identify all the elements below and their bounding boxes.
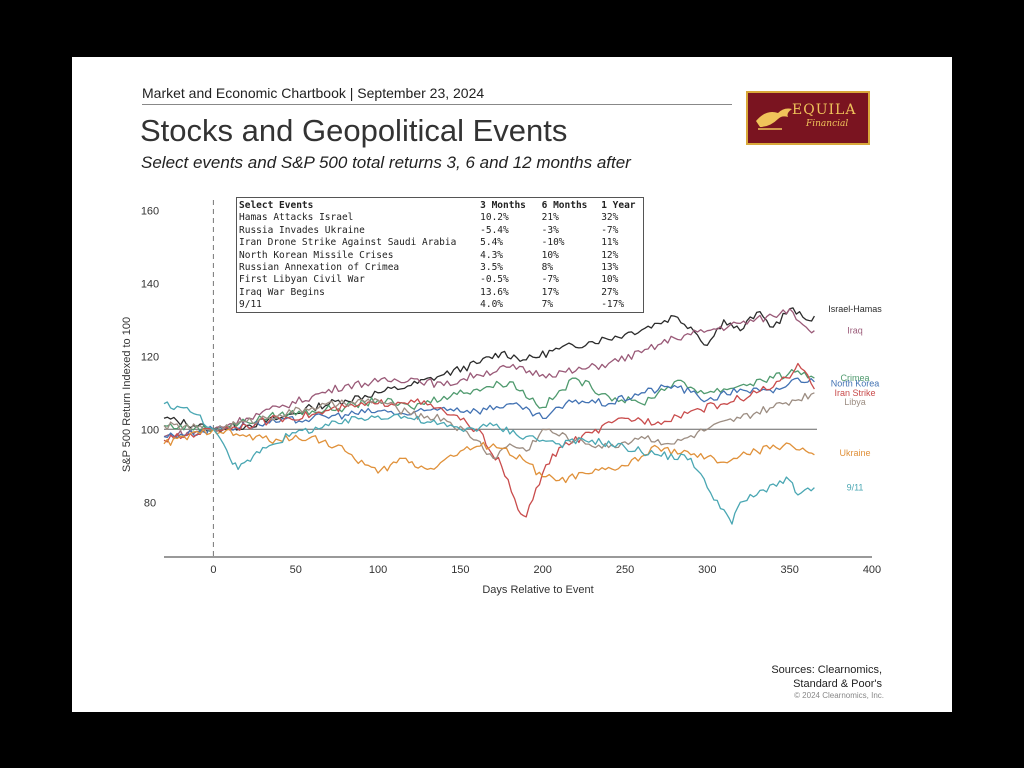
company-logo: EQUILA Financial <box>746 91 870 145</box>
table-row: Russia Invades Ukraine -5.4% -3% -7% <box>237 225 643 237</box>
table-header-1y: 1 Year <box>601 200 636 211</box>
return-1y-cell: 11% <box>601 237 619 249</box>
return-1y-cell: 10% <box>601 274 619 286</box>
page-subtitle: Select events and S&P 500 total returns … <box>141 153 631 172</box>
event-name-cell: North Korean Missile Crises <box>239 249 394 261</box>
return-1y-cell: 27% <box>601 286 619 298</box>
event-name-cell: Russia Invades Ukraine <box>239 224 365 236</box>
return-1y-cell: 32% <box>601 212 619 224</box>
series-line-israel-hamas <box>163 307 815 433</box>
table-row: North Korean Missile Crises 4.3% 10% 12% <box>237 250 643 262</box>
y-tick-label: 100 <box>141 424 159 436</box>
pegasus-icon <box>756 108 792 130</box>
return-1y-cell: 13% <box>601 262 619 274</box>
sources-line-1: Sources: Clearnomics, <box>771 664 882 676</box>
y-tick-label: 120 <box>141 351 159 363</box>
event-name-cell: First Libyan Civil War <box>239 274 365 286</box>
series-label: North Korea <box>831 379 880 389</box>
events-returns-table: Select Events 3 Months 6 Months 1 Year H… <box>236 197 644 313</box>
table-header-events: Select Events <box>239 200 314 211</box>
series-label: Iran Strike <box>834 388 875 398</box>
x-tick-label: 200 <box>534 564 552 576</box>
series-label: Crimea <box>840 373 869 383</box>
return-6m-cell: 10% <box>541 249 559 261</box>
series-line-north-korea <box>163 377 815 439</box>
x-tick-label: 250 <box>616 564 634 576</box>
x-tick-label: 100 <box>369 564 387 576</box>
sources-note: Sources: Clearnomics, Standard & Poor's <box>771 663 882 691</box>
table-header-3m: 3 Months <box>480 200 526 211</box>
series-line-9-11 <box>163 401 815 525</box>
return-1y-cell: -7% <box>601 224 619 236</box>
series-line-libya <box>163 392 815 460</box>
table-header-row: Select Events 3 Months 6 Months 1 Year <box>237 200 643 212</box>
series-label: Iraq <box>847 326 863 336</box>
header-divider <box>142 104 732 105</box>
return-3m-cell: 5.4% <box>480 237 504 249</box>
return-3m-cell: -0.5% <box>480 274 509 286</box>
return-3m-cell: 4.0% <box>480 299 504 311</box>
event-name-cell: Hamas Attacks Israel <box>239 212 354 224</box>
event-name-cell: 9/11 <box>239 299 262 311</box>
table-row: Russian Annexation of Crimea 3.5% 8% 13% <box>237 262 643 274</box>
sources-line-2: Standard & Poor's <box>793 678 882 690</box>
return-1y-cell: -17% <box>601 299 625 311</box>
return-3m-cell: 13.6% <box>480 286 509 298</box>
x-tick-label: 300 <box>698 564 716 576</box>
event-name-cell: Iraq War Begins <box>239 286 325 298</box>
event-name-cell: Iran Drone Strike Against Saudi Arabia <box>239 237 457 249</box>
logo-tagline: Financial <box>806 119 849 129</box>
return-6m-cell: 21% <box>541 212 559 224</box>
return-6m-cell: -7% <box>541 274 559 286</box>
series-line-iraq <box>163 308 815 440</box>
x-tick-label: 0 <box>210 564 216 576</box>
slide: Market and Economic Chartbook | Septembe… <box>72 57 952 712</box>
return-6m-cell: 17% <box>541 286 559 298</box>
event-name-cell: Russian Annexation of Crimea <box>239 262 400 274</box>
series-label: Ukraine <box>839 448 870 458</box>
x-tick-label: 150 <box>451 564 469 576</box>
table-header-6m: 6 Months <box>541 200 588 211</box>
y-axis-title: S&P 500 Return Indexed to 100 <box>121 317 133 472</box>
return-6m-cell: -10% <box>541 237 565 249</box>
x-tick-label: 350 <box>780 564 798 576</box>
return-3m-cell: -5.4% <box>480 224 509 236</box>
series-line-iran-strike <box>163 362 815 518</box>
table-row: Hamas Attacks Israel 10.2% 21% 32% <box>237 212 643 224</box>
logo-wordmark: EQUILA <box>792 102 857 118</box>
x-tick-label: 400 <box>863 564 881 576</box>
return-6m-cell: -3% <box>541 224 559 236</box>
x-tick-label: 50 <box>290 564 302 576</box>
table-row: Iran Drone Strike Against Saudi Arabia 5.… <box>237 237 643 249</box>
series-label: 9/11 <box>847 483 864 493</box>
return-6m-cell: 8% <box>541 262 554 274</box>
series-line-ukraine <box>163 428 815 484</box>
stocks-line-chart: 0 50 100 150 200 250 300 350 400 80 100 120 140 160 Da… <box>121 200 882 596</box>
series-label: Israel-Hamas <box>828 304 882 314</box>
y-tick-label: 80 <box>144 497 156 509</box>
series-line-crimea <box>163 368 815 433</box>
table-row: 9/11 4.0% 7% -17% <box>237 299 643 311</box>
return-6m-cell: 7% <box>541 299 554 311</box>
chartbook-header: Market and Economic Chartbook | Septembe… <box>142 85 485 101</box>
return-3m-cell: 10.2% <box>480 212 509 224</box>
return-1y-cell: 12% <box>601 249 619 261</box>
table-row: First Libyan Civil War -0.5% -7% 10% <box>237 274 643 286</box>
table-row: Iraq War Begins 13.6% 17% 27% <box>237 287 643 299</box>
y-tick-label: 140 <box>141 278 159 290</box>
return-3m-cell: 3.5% <box>480 262 504 274</box>
return-3m-cell: 4.3% <box>480 249 504 261</box>
page-title: Stocks and Geopolitical Events <box>140 113 568 148</box>
y-tick-label: 160 <box>141 205 159 217</box>
x-axis-title: Days Relative to Event <box>482 584 593 596</box>
series-label: Libya <box>844 397 866 407</box>
copyright-note: © 2024 Clearnomics, Inc. <box>794 691 884 700</box>
